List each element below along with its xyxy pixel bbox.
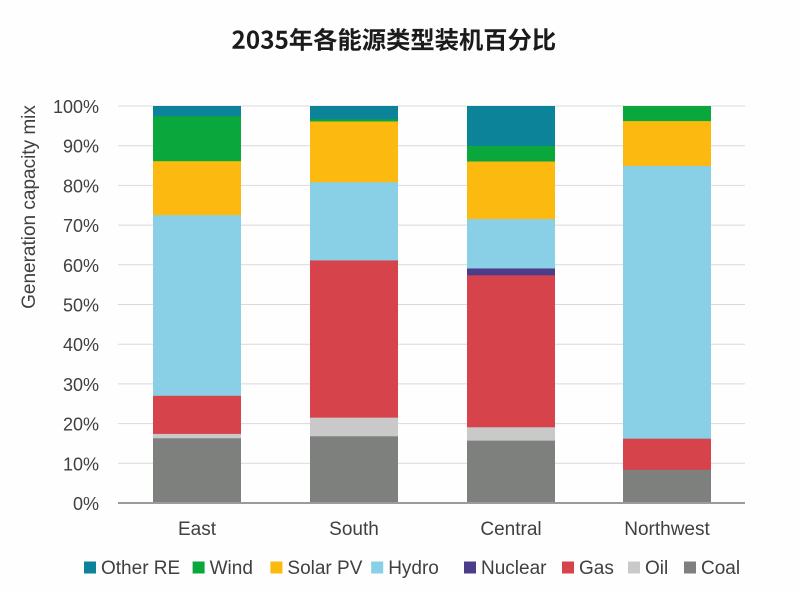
svg-text:Northwest: Northwest [624, 519, 710, 540]
svg-text:60%: 60% [63, 256, 99, 276]
svg-text:50%: 50% [63, 296, 99, 316]
svg-text:40%: 40% [63, 335, 99, 355]
svg-text:100%: 100% [53, 97, 99, 117]
svg-text:Central: Central [480, 519, 541, 540]
svg-text:Nuclear: Nuclear [481, 558, 547, 579]
svg-text:80%: 80% [63, 176, 99, 196]
svg-text:10%: 10% [63, 454, 99, 474]
svg-text:Generation capacity mix: Generation capacity mix [19, 105, 40, 309]
svg-text:Solar PV: Solar PV [287, 558, 362, 579]
svg-text:20%: 20% [63, 415, 99, 435]
svg-text:90%: 90% [63, 137, 99, 157]
svg-text:Other RE: Other RE [101, 558, 180, 579]
svg-text:Gas: Gas [579, 558, 614, 579]
svg-text:Coal: Coal [701, 558, 740, 579]
svg-text:30%: 30% [63, 375, 99, 395]
svg-text:South: South [329, 519, 379, 540]
svg-text:Oil: Oil [645, 558, 668, 579]
svg-text:Wind: Wind [210, 558, 253, 579]
svg-text:East: East [178, 519, 217, 540]
svg-text:70%: 70% [63, 216, 99, 236]
svg-text:0%: 0% [73, 494, 99, 514]
svg-text:Hydro: Hydro [388, 558, 439, 579]
